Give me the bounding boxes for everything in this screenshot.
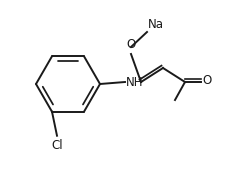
Text: O: O xyxy=(202,74,211,87)
Text: O: O xyxy=(126,38,136,51)
Text: NH: NH xyxy=(126,75,143,88)
Text: Na: Na xyxy=(148,18,164,31)
Text: Cl: Cl xyxy=(51,139,63,152)
